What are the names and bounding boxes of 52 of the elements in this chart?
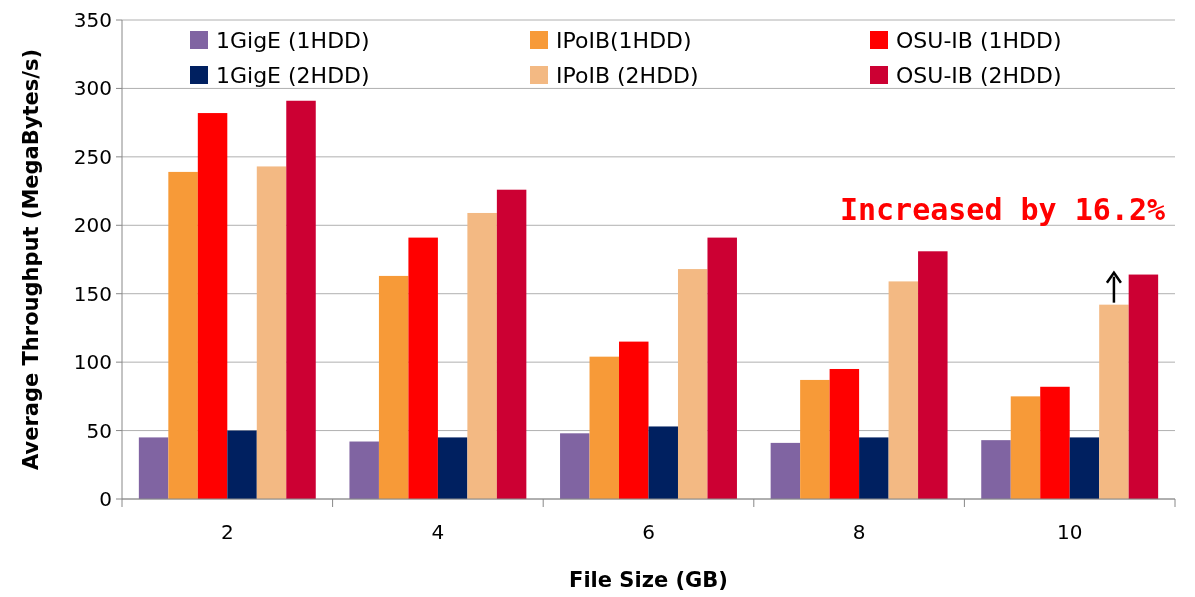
bar <box>589 356 620 499</box>
legend-label: IPoIB(1HDD) <box>556 27 692 53</box>
legend-label: 1GigE (2HDD) <box>216 62 370 88</box>
bar <box>918 251 948 499</box>
bar <box>168 171 198 499</box>
bar <box>560 433 590 499</box>
bar <box>619 341 649 499</box>
bar <box>496 189 527 499</box>
bar <box>829 368 860 499</box>
bar <box>1010 396 1041 499</box>
y-tick-label: 0 <box>99 487 112 511</box>
y-axis-title: Average Throughput (MegaBytes/s) <box>19 48 43 471</box>
bar <box>138 437 169 499</box>
y-tick-label: 150 <box>73 281 112 306</box>
x-tick-label: 8 <box>852 520 866 544</box>
bar <box>1099 304 1129 499</box>
bar <box>859 437 889 499</box>
bar <box>1069 437 1100 499</box>
bar <box>800 379 830 499</box>
bar <box>437 437 468 499</box>
y-tick-label: 200 <box>73 213 112 238</box>
annotation: Increased by 16.2% <box>839 192 1165 227</box>
bar <box>197 113 228 499</box>
x-tick-label: 4 <box>431 520 445 544</box>
bar <box>467 212 497 499</box>
x-tick-label: 6 <box>642 520 655 544</box>
bar <box>408 237 438 499</box>
legend-label: OSU-IB (1HDD) <box>896 27 1062 53</box>
bar <box>349 441 379 499</box>
bar <box>286 100 316 499</box>
y-tick-label: 350 <box>73 8 112 32</box>
y-tick-label: 250 <box>73 144 112 169</box>
bar <box>677 269 708 499</box>
bar <box>770 442 801 499</box>
bar <box>707 237 737 499</box>
bar <box>256 166 287 499</box>
x-tick-label: 2 <box>220 520 234 544</box>
y-tick-label: 100 <box>73 350 112 375</box>
legend-label: 1GigE (1HDD) <box>216 27 370 53</box>
legend-label: IPoIB (2HDD) <box>556 62 699 88</box>
bar <box>648 426 678 499</box>
bar <box>1128 274 1159 499</box>
y-tick-label: 300 <box>73 76 112 101</box>
x-axis-title: File Size (GB) <box>569 568 728 592</box>
bar <box>981 440 1011 499</box>
legend-label: OSU-IB (2HDD) <box>896 62 1062 88</box>
bar <box>227 430 257 499</box>
bar <box>378 275 409 499</box>
x-tick-label: 10 <box>1056 520 1083 544</box>
y-tick-label: 50 <box>86 418 112 443</box>
bar <box>1040 386 1070 499</box>
bar <box>888 281 919 499</box>
